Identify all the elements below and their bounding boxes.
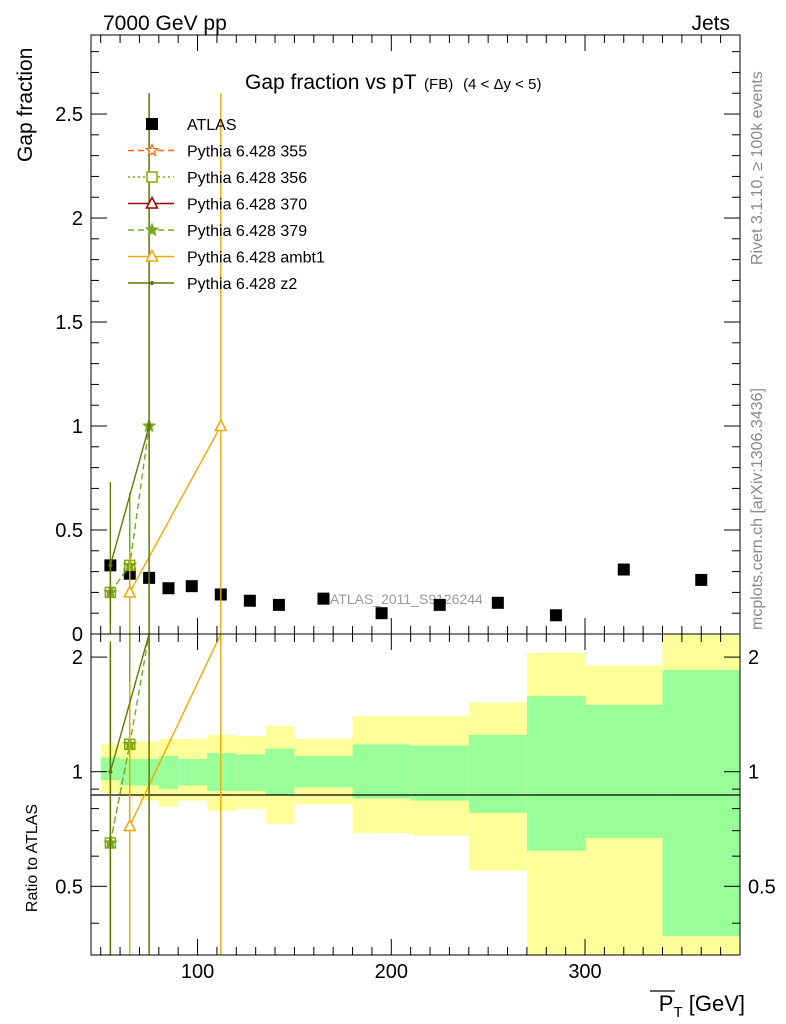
ratio-band-green [352, 744, 411, 799]
pythia-6-428-ambt1-line [129, 425, 222, 593]
atlas-point [317, 592, 330, 605]
legend-label-atlas: ATLAS [187, 117, 237, 134]
ratio-band-green [410, 745, 469, 801]
ratio-pythia-6-428-z2-point [108, 769, 113, 774]
main-ytick-label: 2 [72, 208, 83, 230]
ratio-ytick-label: 1 [72, 762, 83, 784]
atlas-point [617, 563, 630, 576]
atlas-point [185, 580, 198, 593]
legend-label-pythia-6-428-379: Pythia 6.428 379 [187, 223, 307, 240]
legend-marker-pythia-6-428-355 [144, 142, 160, 157]
ratio-ytick-label: 2 [72, 647, 83, 669]
atlas-point [695, 573, 708, 586]
main-title-sub: (FB) [424, 76, 453, 93]
pythia-6-428-z2-point [147, 424, 152, 429]
legend-label-pythia-6-428-ambt1: Pythia 6.428 ambt1 [187, 250, 325, 267]
main-title-text: Gap fraction vs pT [245, 71, 417, 94]
x-axis-label-sub: T [673, 1004, 682, 1021]
main-y-label: Gap fraction [14, 48, 37, 162]
ratio-band-green [236, 754, 266, 791]
ratio-ytick-label-right: 0.5 [748, 876, 776, 898]
legend-marker-atlas [146, 118, 158, 130]
legend-marker-pythia-6-428-356 [146, 171, 158, 183]
ratio-band-green [662, 669, 740, 937]
atlas-point [162, 582, 175, 595]
x-axis-label-unit: [GeV] [683, 991, 745, 1016]
atlas-point [375, 607, 388, 620]
ratio-ytick-label-right: 1 [748, 762, 759, 784]
x-axis-label-main: P [659, 991, 674, 1016]
ratio-band-green [468, 734, 527, 813]
x-axis-label: PT [GeV] [659, 991, 745, 1021]
main-ytick-label: 1.5 [55, 312, 83, 334]
ratio-band-green [585, 704, 663, 838]
ratio-band-green [265, 748, 295, 795]
ratio-ytick-label: 0.5 [55, 876, 83, 898]
pythia-6-428-z2-line [109, 425, 150, 566]
legend-label-pythia-6-428-370: Pythia 6.428 370 [187, 197, 307, 214]
ratio-band-green [294, 755, 353, 788]
atlas-point [549, 609, 562, 622]
ratio-pythia-6-428-ambt1-line [129, 633, 222, 827]
atlas-point [433, 598, 446, 611]
legend-label-pythia-6-428-z2: Pythia 6.428 z2 [187, 276, 297, 293]
ratio-pythia-6-428-ambt1-point [123, 818, 137, 832]
atlas-point [491, 596, 504, 609]
pythia-6-428-z2-point [108, 563, 113, 568]
main-ytick-label: 1 [72, 416, 83, 438]
legend-marker-pythia-6-428-z2 [150, 281, 154, 285]
atlas-point [272, 598, 285, 611]
ratio-band-green [178, 758, 208, 786]
watermark: ATLAS_2011_S9126244 [330, 591, 483, 607]
atlas-point [243, 594, 256, 607]
header-right: Jets [691, 12, 730, 35]
ratio-ytick-label-right: 2 [748, 647, 759, 669]
ratio-pythia-6-428-z2-line [109, 633, 150, 772]
ratio-panel: Ratio to ATLAS 0.5 0.5 1 1 2 2 100 200 300 PT [G… [24, 633, 776, 1021]
main-title-range: (4 < Δy < 5) [463, 76, 541, 93]
legend-marker-pythia-6-428-370 [145, 195, 159, 209]
ratio-xtick-label: 200 [375, 961, 408, 983]
ratio-y-label: Ratio to ATLAS [24, 804, 41, 912]
main-ytick-label: 0.5 [55, 520, 83, 542]
legend-marker-pythia-6-428-ambt1 [145, 248, 159, 262]
pythia-6-428-ambt1-point [214, 418, 228, 432]
ratio-xtick-label: 300 [568, 961, 601, 983]
main-ytick-label: 0 [72, 624, 83, 646]
legend-marker-pythia-6-428-379 [144, 222, 160, 237]
ratio-band-green [158, 755, 179, 790]
side-label-upper: Rivet 3.1.10, ≥ 100k events [749, 71, 766, 265]
ratio-band-green [207, 752, 237, 791]
legend-label-pythia-6-428-356: Pythia 6.428 356 [187, 170, 307, 187]
side-label-lower: mcplots.cern.ch [arXiv:1306.3436] [749, 388, 766, 630]
main-title: Gap fraction vs pT (FB) (4 < Δy < 5) [245, 71, 541, 94]
ratio-frame [90, 633, 741, 956]
ratio-band-green [526, 696, 586, 851]
legend: ATLAS Pythia 6.428 355 Pythia 6.428 356 Pyt… [128, 117, 325, 293]
main-ytick-label: 2.5 [55, 104, 83, 126]
ratio-xtick-label: 100 [181, 961, 214, 983]
header-left: 7000 GeV pp [103, 12, 227, 35]
main-panel: Gap fraction Gap fraction vs pT (FB) (4 … [14, 34, 741, 646]
legend-label-pythia-6-428-355: Pythia 6.428 355 [187, 144, 307, 161]
pythia-6-428-ambt1-point [123, 584, 137, 598]
